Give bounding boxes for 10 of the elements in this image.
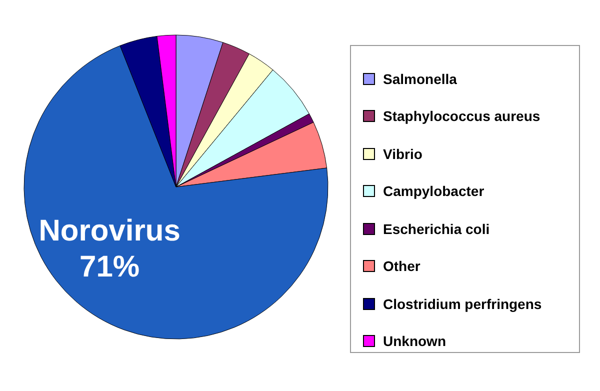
data-label: 71% [80,250,140,284]
legend-label: Vibrio [383,146,422,162]
legend-label: Other [383,258,420,274]
legend-label: Campylobacter [383,183,484,200]
slice-label: Norovirus [38,214,180,248]
legend-label: Clostridium perfringens [383,296,542,312]
legend-label: Salmonella [383,70,457,87]
legend-label: Staphylococcus aureus [383,108,540,124]
legend-label: Escherichia coli [383,220,490,237]
legend-label: Unknown [383,333,446,350]
